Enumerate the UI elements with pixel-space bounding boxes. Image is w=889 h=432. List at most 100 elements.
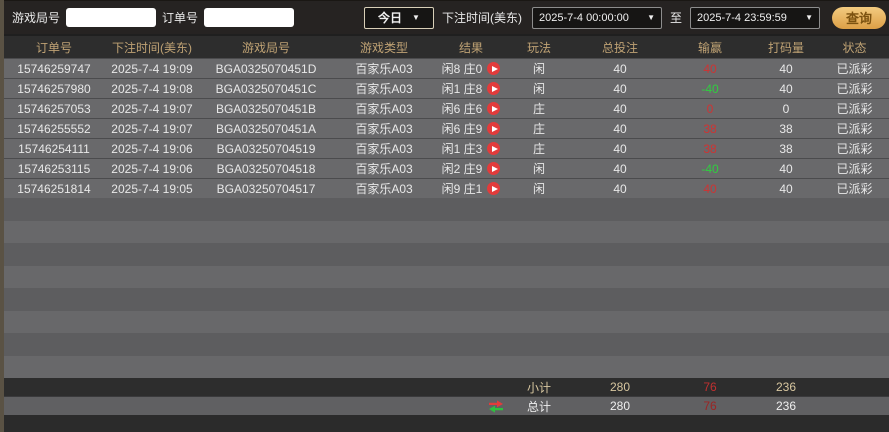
column-header: 打码量	[767, 40, 804, 55]
table-row[interactable]: 15746257053 2025-7-4 19:07 BGA0325070451…	[4, 98, 889, 118]
cell-game-round: BGA03250704518	[216, 161, 316, 176]
empty-row-stripe	[4, 310, 889, 333]
cell-game-type: 百家乐A03	[355, 82, 413, 96]
subtotal-turnover: 236	[775, 380, 797, 394]
end-time-value: 2025-7-4 23:59:59	[697, 11, 787, 24]
cell-result: 闲1 庄3	[436, 140, 506, 157]
cell-bet-time: 2025-7-4 19:06	[111, 161, 193, 176]
table-row[interactable]: 15746251814 2025-7-4 19:05 BGA0325070451…	[4, 178, 889, 198]
cell-game-round: BGA0325070451C	[215, 81, 317, 96]
column-header: 订单号	[35, 40, 72, 55]
column-header: 输赢	[697, 40, 722, 55]
order-no-input[interactable]	[204, 8, 295, 27]
result-text: 闲6 庄6	[441, 102, 483, 116]
play-video-icon[interactable]	[487, 102, 501, 115]
cell-total-bet: 40	[613, 61, 627, 76]
cell-play-type: 闲	[532, 182, 545, 196]
column-header: 状态	[842, 40, 867, 55]
cell-order-no: 15746259747	[17, 61, 91, 76]
cell-total-bet: 40	[613, 141, 627, 156]
cell-turnover: 38	[779, 141, 793, 156]
cell-result: 闲9 庄1	[436, 180, 506, 197]
cell-result: 闲8 庄0	[436, 60, 506, 77]
column-header: 游戏类型	[359, 40, 408, 55]
table-row[interactable]: 15746259747 2025-7-4 19:09 BGA0325070451…	[4, 58, 889, 78]
cell-turnover: 40	[779, 61, 793, 76]
end-time-select[interactable]: 2025-7-4 23:59:59 ▼	[690, 6, 820, 29]
cell-game-type: 百家乐A03	[355, 182, 413, 196]
cell-bet-time: 2025-7-4 19:09	[111, 61, 193, 76]
empty-rows-area	[4, 198, 889, 378]
cell-play-type: 闲	[532, 82, 545, 96]
play-video-icon[interactable]	[487, 62, 501, 75]
column-header: 玩法	[526, 40, 551, 55]
subtotal-row: 小计 280 76 236	[4, 378, 889, 396]
window-left-edge	[0, 0, 4, 432]
play-video-icon[interactable]	[487, 82, 501, 95]
bet-time-label: 下注时间(美东)	[441, 11, 522, 25]
column-header: 下注时间(美东)	[112, 40, 192, 55]
subtotal-win-loss: 76	[703, 380, 717, 394]
empty-row-stripe	[4, 198, 889, 221]
total-row: 总计 280 76 236	[4, 396, 889, 415]
cell-status: 已派彩	[836, 162, 873, 176]
play-video-icon[interactable]	[487, 162, 501, 175]
cell-status: 已派彩	[836, 122, 873, 136]
cell-game-type: 百家乐A03	[355, 62, 413, 76]
table-row[interactable]: 15746255552 2025-7-4 19:07 BGA0325070451…	[4, 118, 889, 138]
cell-game-type: 百家乐A03	[355, 102, 413, 116]
empty-row-stripe	[4, 220, 889, 243]
start-time-select[interactable]: 2025-7-4 00:00:00 ▼	[531, 6, 662, 29]
cell-result: 闲6 庄9	[436, 120, 506, 137]
play-video-icon[interactable]	[487, 122, 501, 135]
cell-order-no: 15746257980	[17, 81, 91, 96]
column-header: 总投注	[601, 40, 638, 55]
cell-bet-time: 2025-7-4 19:06	[111, 141, 193, 156]
cell-total-bet: 40	[613, 181, 627, 196]
table-body: 15746259747 2025-7-4 19:09 BGA0325070451…	[4, 58, 889, 198]
result-text: 闲1 庄3	[441, 142, 483, 156]
cell-bet-time: 2025-7-4 19:07	[111, 101, 193, 116]
cell-order-no: 15746251814	[17, 181, 91, 196]
swap-arrows-icon[interactable]	[488, 399, 504, 413]
result-text: 闲2 庄9	[441, 162, 483, 176]
cell-total-bet: 40	[613, 161, 627, 176]
table-row[interactable]: 15746253115 2025-7-4 19:06 BGA0325070451…	[4, 158, 889, 178]
cell-turnover: 38	[779, 121, 793, 136]
search-button[interactable]: 查询	[832, 6, 886, 29]
result-text: 闲1 庄8	[441, 82, 483, 96]
cell-status: 已派彩	[836, 142, 873, 156]
cell-status: 已派彩	[836, 102, 873, 116]
game-round-input[interactable]	[66, 8, 157, 27]
cell-order-no: 15746255552	[17, 121, 91, 136]
cell-turnover: 40	[779, 81, 793, 96]
cell-status: 已派彩	[836, 182, 873, 196]
cell-turnover: 40	[779, 161, 793, 176]
chevron-down-icon: ▼	[647, 12, 655, 22]
cell-turnover: 40	[779, 181, 793, 196]
total-label: 总计	[526, 399, 551, 414]
cell-play-type: 庄	[532, 102, 545, 116]
table-row[interactable]: 15746254111 2025-7-4 19:06 BGA0325070451…	[4, 138, 889, 158]
empty-row-stripe	[4, 265, 889, 288]
chevron-down-icon: ▼	[805, 12, 813, 22]
empty-row-stripe	[4, 355, 889, 378]
column-header: 游戏局号	[241, 40, 290, 55]
cell-bet-time: 2025-7-4 19:07	[111, 121, 193, 136]
play-video-icon[interactable]	[487, 142, 501, 155]
cell-game-type: 百家乐A03	[355, 122, 413, 136]
date-preset-select[interactable]: 今日 ▼	[363, 6, 434, 29]
play-video-icon[interactable]	[487, 182, 501, 195]
cell-play-type: 闲	[532, 62, 545, 76]
cell-play-type: 闲	[532, 162, 545, 176]
cell-game-round: BGA0325070451D	[215, 61, 317, 76]
total-total-bet: 280	[609, 399, 631, 413]
order-no-label: 订单号	[162, 11, 199, 25]
cell-bet-time: 2025-7-4 19:05	[111, 181, 193, 196]
cell-win-loss: 40	[703, 181, 717, 196]
result-text: 闲9 庄1	[441, 182, 483, 196]
date-preset-value: 今日	[378, 11, 403, 25]
empty-row-stripe	[4, 243, 889, 266]
table-row[interactable]: 15746257980 2025-7-4 19:08 BGA0325070451…	[4, 78, 889, 98]
total-turnover: 236	[775, 399, 797, 413]
